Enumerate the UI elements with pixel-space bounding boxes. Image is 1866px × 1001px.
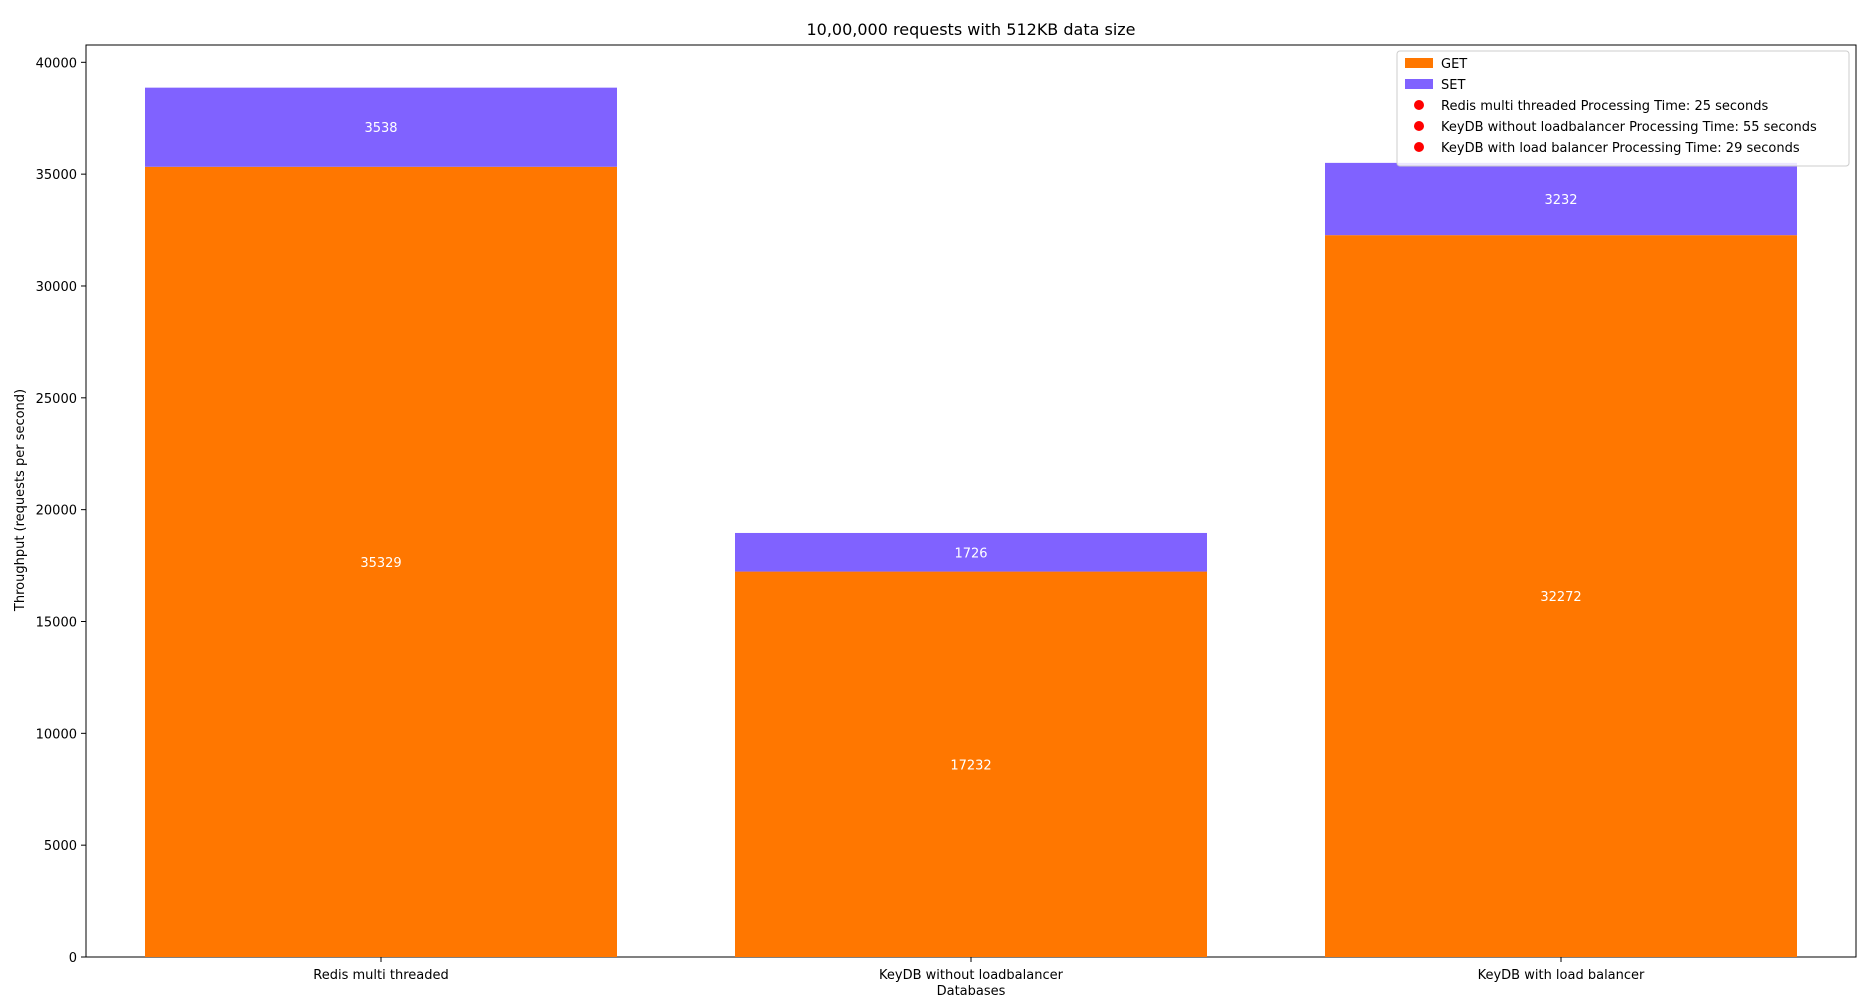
y-tick-label-6: 30000 <box>36 280 77 295</box>
legend-frame <box>1396 50 1850 167</box>
legend-label-2: Redis multi threaded Processing Time: 25… <box>1441 99 1768 114</box>
legend-marker-2 <box>1414 100 1424 110</box>
legend-label-1: SET <box>1441 78 1465 93</box>
legend-label-0: GET <box>1441 57 1467 72</box>
bar-label-set-1: 1726 <box>954 546 987 561</box>
y-tick-label-5: 25000 <box>36 392 77 407</box>
legend-swatch-1 <box>1405 79 1433 89</box>
bar-label-set-2: 3232 <box>1544 193 1577 208</box>
y-axis: 0 5000 10000 15000 20000 25000 30000 35000 40000 <box>36 56 86 966</box>
bars-group <box>145 87 1797 958</box>
bar-get-0 <box>145 166 617 958</box>
bar-label-get-0: 35329 <box>360 556 401 571</box>
x-axis: Redis multi threaded KeyDB without loadba… <box>313 957 1645 983</box>
y-axis-title: Throughput (requests per second) <box>13 389 28 612</box>
x-axis-title: Databases <box>937 984 1006 999</box>
bar-set-0 <box>145 87 617 167</box>
legend-label-3: KeyDB without loadbalancer Processing Ti… <box>1441 120 1817 135</box>
bar-get-2 <box>1325 235 1797 957</box>
bar-set-1 <box>735 532 1207 572</box>
y-tick-label-8: 40000 <box>36 56 77 71</box>
bar-set-2 <box>1325 162 1797 236</box>
bar-label-get-2: 32272 <box>1540 590 1581 605</box>
y-tick-label-3: 15000 <box>36 615 77 630</box>
bar-get-1 <box>735 571 1207 957</box>
chart-title: 10,00,000 requests with 512KB data size <box>806 20 1135 39</box>
bar-label-set-0: 3538 <box>364 121 397 136</box>
y-tick-label-1: 5000 <box>44 839 77 854</box>
legend: GET SET Redis multi threaded Processing Ti… <box>1396 50 1850 167</box>
x-tick-label-1: KeyDB without loadbalancer <box>879 968 1064 983</box>
y-tick-label-0: 0 <box>69 951 77 966</box>
x-tick-label-0: Redis multi threaded <box>313 968 448 983</box>
y-tick-label-7: 35000 <box>36 168 77 183</box>
legend-marker-4 <box>1414 142 1424 152</box>
legend-marker-3 <box>1414 121 1424 131</box>
y-tick-label-2: 10000 <box>36 727 77 742</box>
x-tick-label-2: KeyDB with load balancer <box>1478 968 1645 983</box>
bar-label-get-1: 17232 <box>950 758 991 773</box>
y-tick-label-4: 20000 <box>36 504 77 519</box>
legend-label-4: KeyDB with load balancer Processing Time… <box>1441 141 1800 156</box>
bar-labels-group: 35329 3538 17232 1726 32272 3232 <box>360 121 1581 773</box>
legend-swatch-0 <box>1405 58 1433 68</box>
